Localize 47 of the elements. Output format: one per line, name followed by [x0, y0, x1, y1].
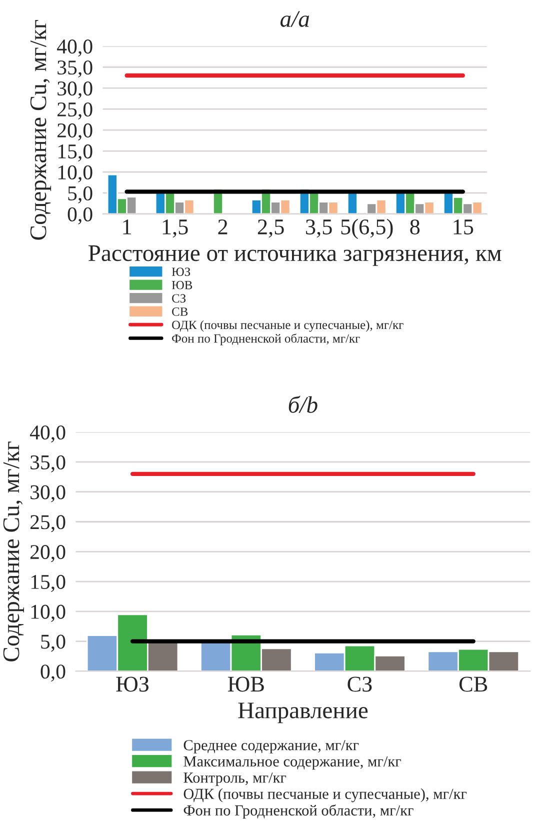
x-axis-title: Направление: [238, 702, 368, 724]
y-tick-label: 0,0: [68, 207, 92, 224]
y-tick-label: 10,0: [31, 604, 66, 622]
legend-label: ЮВ: [172, 280, 192, 290]
legend-label: СВ: [172, 307, 188, 316]
legend-label: СЗ: [172, 294, 186, 303]
x-tick-label: СВ: [459, 676, 488, 692]
y-tick-label: 25,0: [58, 102, 92, 120]
x-tick-label: СЗ: [348, 676, 372, 692]
y-axis-title: Содержание Cu, мг/кг: [30, 20, 52, 240]
legend-label: Фон по Гродненской области, мг/кг: [184, 804, 414, 819]
x-tick-label: 1,5: [162, 220, 188, 238]
y-axis-title: Содержание Cu, мг/кг: [3, 442, 24, 662]
legend-label: Среднее содержание, мг/кг: [184, 740, 359, 754]
legend-label: ОДК (почвы песчаные и супесчаные), мг/кг: [172, 320, 404, 332]
x-tick-label: 1: [123, 220, 132, 234]
chart-title: а/a: [280, 11, 310, 27]
y-tick-label: 15,0: [31, 574, 66, 592]
x-tick-label: 3,5: [306, 220, 332, 238]
legend-label: Максимальное содержание, мг/кг: [184, 756, 401, 770]
y-tick-label: 20,0: [30, 545, 66, 562]
y-tick-label: 15,0: [58, 144, 92, 162]
x-tick-label: ЮЗ: [116, 676, 149, 692]
y-tick-label: 0,0: [40, 664, 66, 682]
chart-title: б/b: [288, 396, 318, 413]
legend-label: Контроль, мг/кг: [184, 772, 286, 786]
x-tick-label: 15: [454, 220, 474, 234]
legend-label: Фон по Гродненской области, мг/кг: [172, 334, 360, 346]
y-tick-label: 5,0: [68, 186, 92, 204]
y-tick-label: 40,0: [30, 425, 66, 443]
x-tick-label: 5(6,5): [341, 218, 393, 239]
y-tick-label: 35,0: [30, 455, 66, 472]
x-tick-label: 8: [410, 219, 420, 234]
x-tick-label: ЮВ: [228, 676, 264, 692]
y-tick-label: 20,0: [58, 123, 92, 140]
y-tick-label: 25,0: [30, 515, 66, 532]
y-tick-label: 35,0: [58, 60, 92, 78]
legend-label: ЮЗ: [172, 268, 190, 276]
y-tick-label: 40,0: [57, 40, 92, 57]
x-axis-title: Расстояние от источника загрязнения, км: [88, 245, 502, 266]
legend-label: ОДК (почвы песчаные и супесчаные), мг/кг: [184, 788, 467, 802]
y-tick-label: 10,0: [58, 165, 92, 182]
y-tick-label: 5,0: [41, 634, 66, 652]
y-tick-label: 30,0: [30, 485, 66, 502]
y-tick-label: 30,0: [58, 81, 92, 99]
x-tick-label: 2: [218, 220, 228, 234]
x-tick-label: 2,5: [258, 220, 284, 238]
